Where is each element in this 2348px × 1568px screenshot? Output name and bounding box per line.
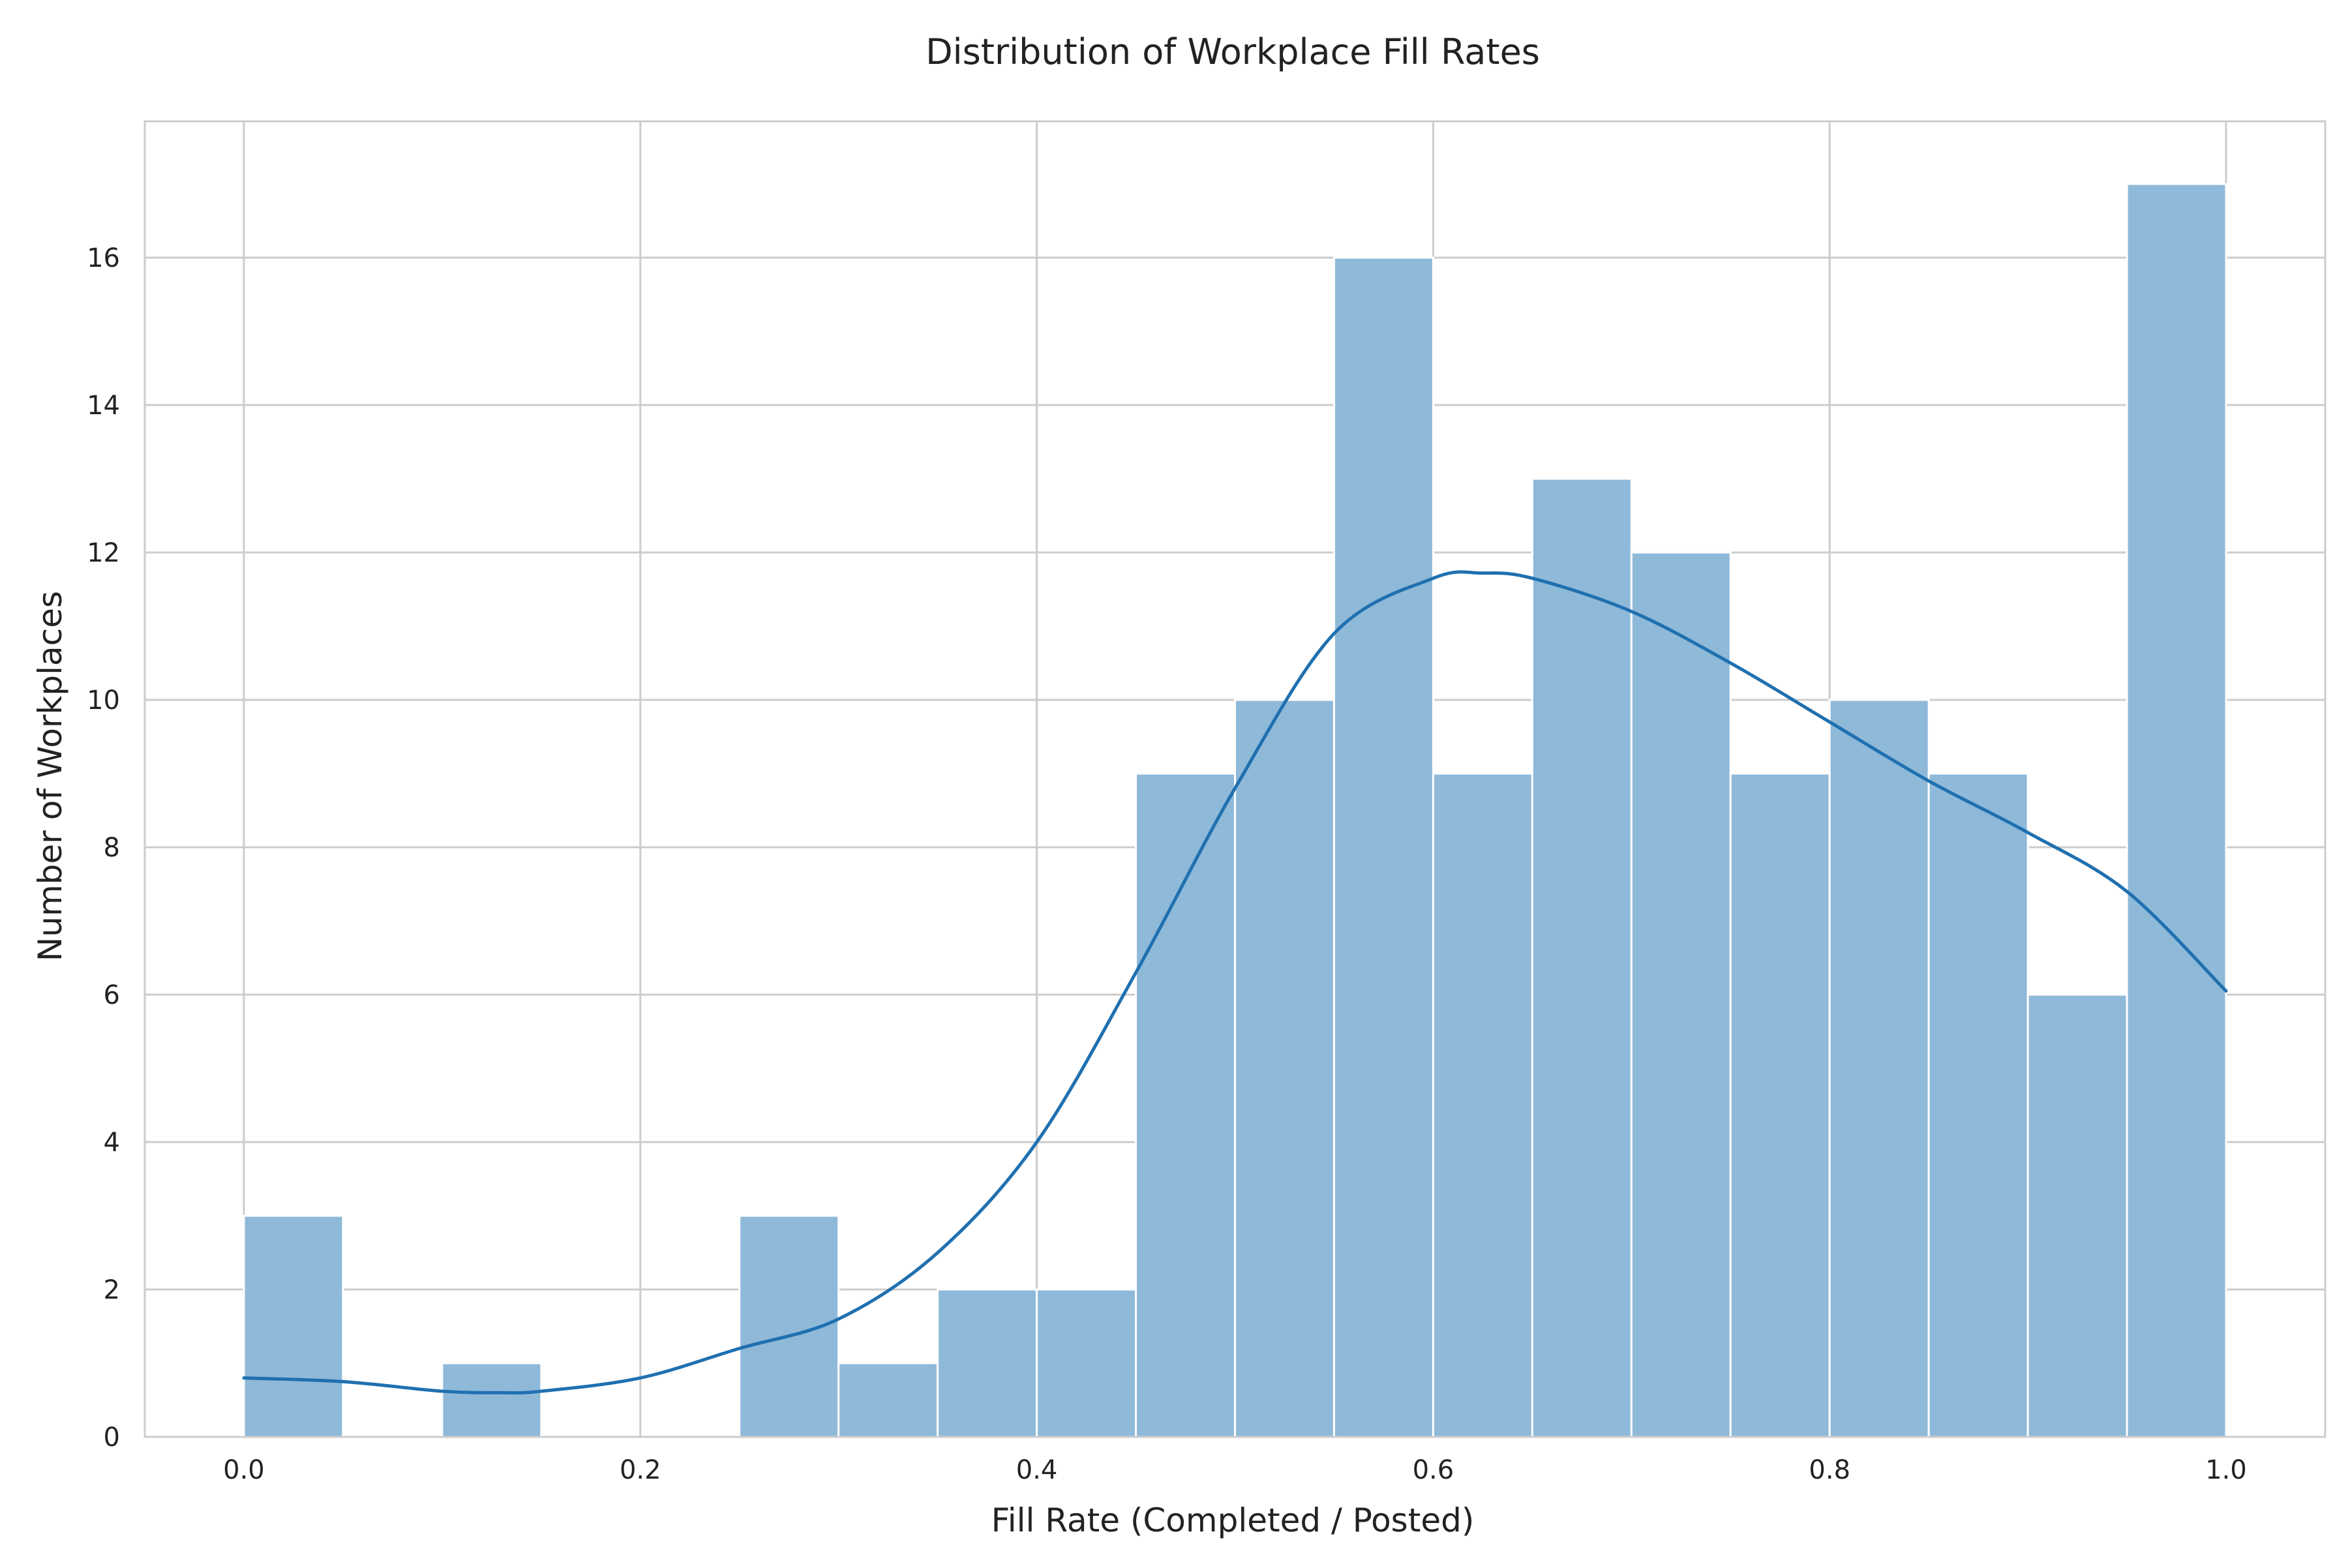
histogram-bar-17	[1927, 772, 2029, 1438]
y-tick-label-2: 4	[104, 1128, 120, 1158]
x-tick-label-5: 1.0	[2205, 1455, 2247, 1485]
y-tick-label-0: 0	[104, 1423, 120, 1453]
y-tick-labels: 0 2 4 6 8 10 12 14 16	[87, 243, 120, 1453]
y-tick-label-8: 16	[87, 243, 120, 273]
x-tick-label-1: 0.2	[620, 1455, 661, 1485]
histogram-bar-2	[441, 1362, 543, 1438]
y-tick-label-6: 12	[87, 538, 120, 568]
histogram-bar-11	[1332, 256, 1434, 1438]
histogram-bar-13	[1531, 477, 1633, 1438]
histogram-bar-18	[2026, 993, 2128, 1438]
histogram-bars	[243, 183, 2227, 1438]
histogram-bar-7	[937, 1288, 1038, 1438]
plot-frame	[143, 120, 2326, 1438]
y-tick-label-7: 14	[87, 391, 120, 421]
y-tick-label-3: 6	[104, 980, 120, 1010]
y-axis-label: Number of Workplaces	[31, 591, 69, 961]
histogram-bar-15	[1729, 772, 1831, 1438]
histogram-bar-8	[1036, 1288, 1137, 1438]
histogram-bar-14	[1630, 551, 1732, 1438]
x-tick-labels: 0.0 0.2 0.4 0.6 0.8 1.0	[223, 1455, 2247, 1485]
y-tick-label-5: 10	[87, 686, 120, 716]
x-axis-label: Fill Rate (Completed / Posted)	[991, 1501, 1475, 1539]
chart-title: Distribution of Workplace Fill Rates	[926, 31, 1540, 72]
x-tick-label-3: 0.6	[1413, 1455, 1454, 1485]
histogram-bar-6	[837, 1362, 939, 1438]
y-tick-label-4: 8	[104, 833, 120, 863]
x-tick-label-4: 0.8	[1809, 1455, 1850, 1485]
histogram-bar-12	[1432, 772, 1533, 1438]
histogram-bar-10	[1234, 699, 1335, 1438]
histogram-bar-0	[243, 1214, 344, 1438]
histogram-bar-9	[1135, 772, 1236, 1438]
kde-line	[242, 570, 2228, 1395]
y-tick-label-1: 2	[104, 1275, 120, 1305]
x-tick-label-2: 0.4	[1016, 1455, 1058, 1485]
histogram-bar-16	[1828, 699, 1930, 1438]
kde-curve	[242, 570, 2228, 1395]
histogram-bar-19	[2126, 183, 2227, 1438]
x-tick-label-0: 0.0	[223, 1455, 265, 1485]
